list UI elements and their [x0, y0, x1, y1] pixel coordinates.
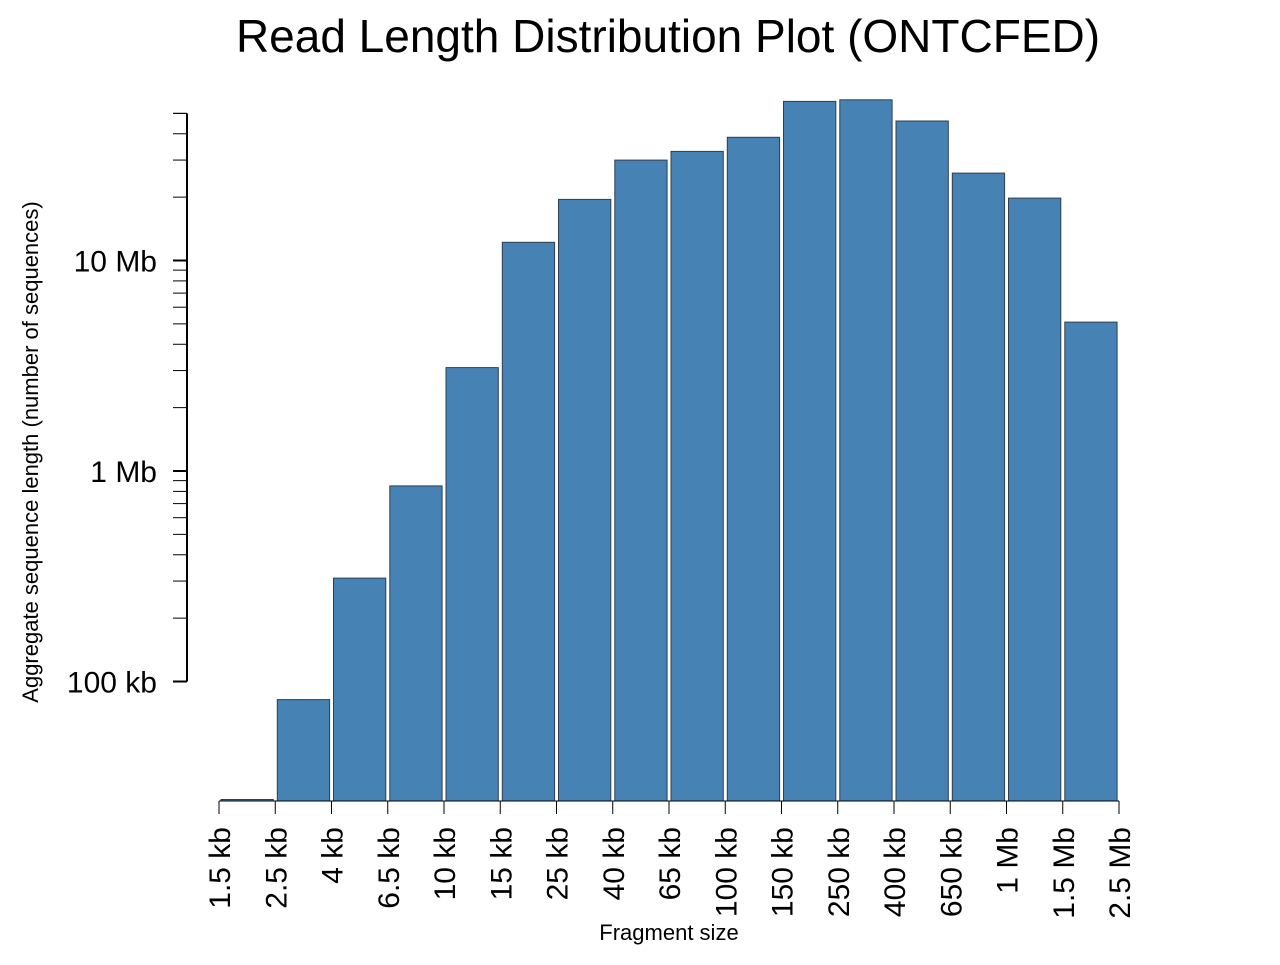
x-axis-label: Fragment size [599, 920, 738, 945]
x-tick-label: 650 kb [935, 827, 968, 917]
bar [783, 100, 837, 802]
bar [726, 136, 781, 802]
x-tick-label: 1.5 kb [204, 827, 237, 909]
bar [895, 120, 949, 802]
y-axis: 100 kb 1 Mb 10 Mb [67, 112, 188, 700]
x-tick-label: 2.5 kb [260, 827, 293, 909]
bar [614, 159, 668, 802]
y-tick-label: 10 Mb [74, 246, 157, 279]
bar [445, 367, 499, 802]
x-tick-label: 6.5 kb [373, 827, 406, 909]
x-tick-label: 2.5 Mb [1104, 827, 1137, 919]
x-tick-label: 4 kb [317, 827, 350, 884]
x-tick-label: 100 kb [710, 827, 743, 917]
chart-title: Read Length Distribution Plot (ONTCFED) [236, 10, 1100, 62]
bar [501, 241, 556, 802]
y-tick-label: 1 Mb [90, 456, 157, 489]
y-axis-label: Aggregate sequence length (number of seq… [18, 201, 43, 702]
bar [558, 198, 612, 802]
bar [951, 172, 1006, 802]
x-tick-label: 65 kb [654, 827, 687, 900]
x-tick-label: 1 Mb [992, 827, 1025, 894]
bar [389, 485, 443, 802]
x-tick-label: 40 kb [598, 827, 631, 900]
bar [839, 99, 893, 802]
x-tick-label: 25 kb [542, 827, 575, 900]
bar [333, 577, 387, 802]
x-tick-label: 150 kb [767, 827, 800, 917]
x-tick-label: 1.5 Mb [1048, 827, 1081, 919]
bar [1008, 197, 1062, 802]
bar [276, 699, 331, 802]
bar [1064, 321, 1118, 802]
x-tick-label: 400 kb [879, 827, 912, 917]
x-tick-label: 250 kb [823, 827, 856, 917]
bar [670, 150, 724, 802]
y-tick-label: 100 kb [67, 667, 157, 700]
bars [220, 99, 1118, 802]
x-tick-label: 15 kb [485, 827, 518, 900]
x-axis: 1.5 kb 2.5 kb 4 kb 6.5 kb 10 kb 15 kb 25 kb 40 … [204, 800, 1137, 919]
x-tick-label: 10 kb [429, 827, 462, 900]
